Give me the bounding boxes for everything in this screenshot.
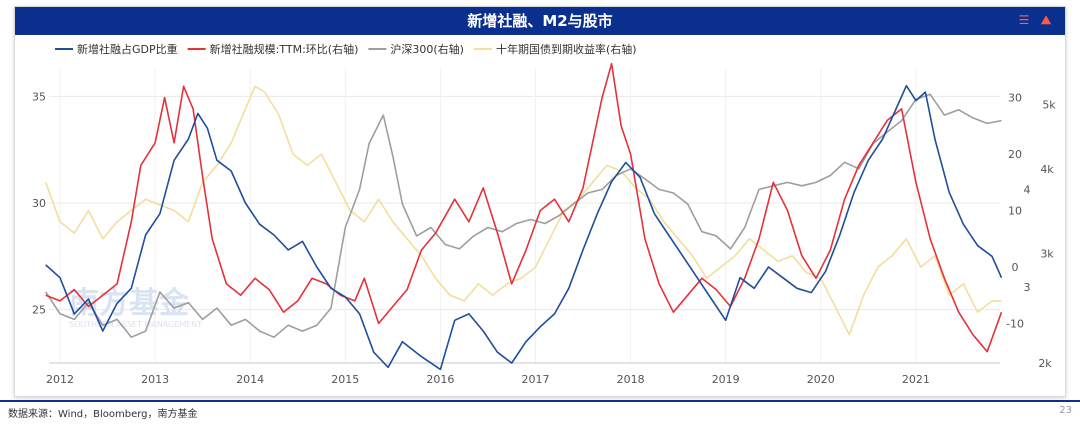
y-right1-tick-label: 30 [1008, 92, 1022, 105]
series-line-3 [45, 93, 1002, 339]
x-tick-label: 2018 [617, 373, 645, 386]
x-tick-label: 2019 [712, 373, 740, 386]
x-tick-label: 2015 [331, 373, 359, 386]
y-left-tick-label: 30 [32, 197, 46, 210]
y-right1-tick-label: 0 [1012, 261, 1019, 274]
y-right2-tick-label: 4k [1040, 163, 1054, 176]
y-right2-tick-label: 3 [1024, 281, 1031, 294]
series-line-1 [45, 84, 1003, 371]
chart-title-bar: 新增社融、M2与股市 ☰ ⛰ [15, 7, 1065, 35]
source-note: 数据来源：Wind，Bloomberg，南方基金 [8, 409, 198, 420]
x-tick-label: 2012 [46, 373, 74, 386]
y-right2-tick-label: 5k [1042, 99, 1056, 112]
y-right1-tick-label: 10 [1008, 205, 1022, 218]
page-number: 23 [1059, 405, 1072, 416]
y-right1-tick-label: -10 [1006, 317, 1024, 330]
y-right2-tick-label: 2k [1038, 357, 1052, 370]
x-tick-label: 2017 [522, 373, 550, 386]
legend-label: 十年期国债到期收益率(右轴) [496, 42, 637, 56]
x-tick-label: 2014 [236, 373, 264, 386]
x-tick-label: 2013 [141, 373, 169, 386]
y-right2-tick-label: 4 [1024, 183, 1031, 196]
chart-tool-icon[interactable]: ⛰ [1040, 13, 1052, 27]
series-line-2 [45, 62, 1003, 353]
toolbar-icons: ☰ ⛰ [1017, 13, 1053, 27]
legend-label: 新增社融占GDP比重 [77, 42, 178, 56]
y-right1-tick-label: 20 [1008, 148, 1022, 161]
legend-label: 新增社融规模:TTM:环比(右轴) [210, 42, 359, 56]
x-tick-label: 2020 [807, 373, 835, 386]
legend-label: 沪深300(右轴) [390, 42, 464, 56]
chart-title: 新增社融、M2与股市 [467, 12, 613, 30]
y-right2-tick-label: 3k [1040, 247, 1054, 260]
list-icon[interactable]: ☰ [1018, 13, 1030, 27]
watermark-subtitle: SOUTHERN ASSET MANAGEMENT [69, 320, 202, 329]
series-line-4 [44, 85, 1002, 336]
y-left-tick-label: 35 [32, 90, 46, 103]
x-tick-label: 2021 [902, 373, 930, 386]
y-left-tick-label: 25 [32, 304, 46, 317]
chart-panel: 新增社融、M2与股市 ☰ ⛰ 南方基金 SOUTHERN ASSET MANAGE… [14, 6, 1066, 397]
x-tick-label: 2016 [426, 373, 454, 386]
footer-rule [0, 400, 1080, 402]
